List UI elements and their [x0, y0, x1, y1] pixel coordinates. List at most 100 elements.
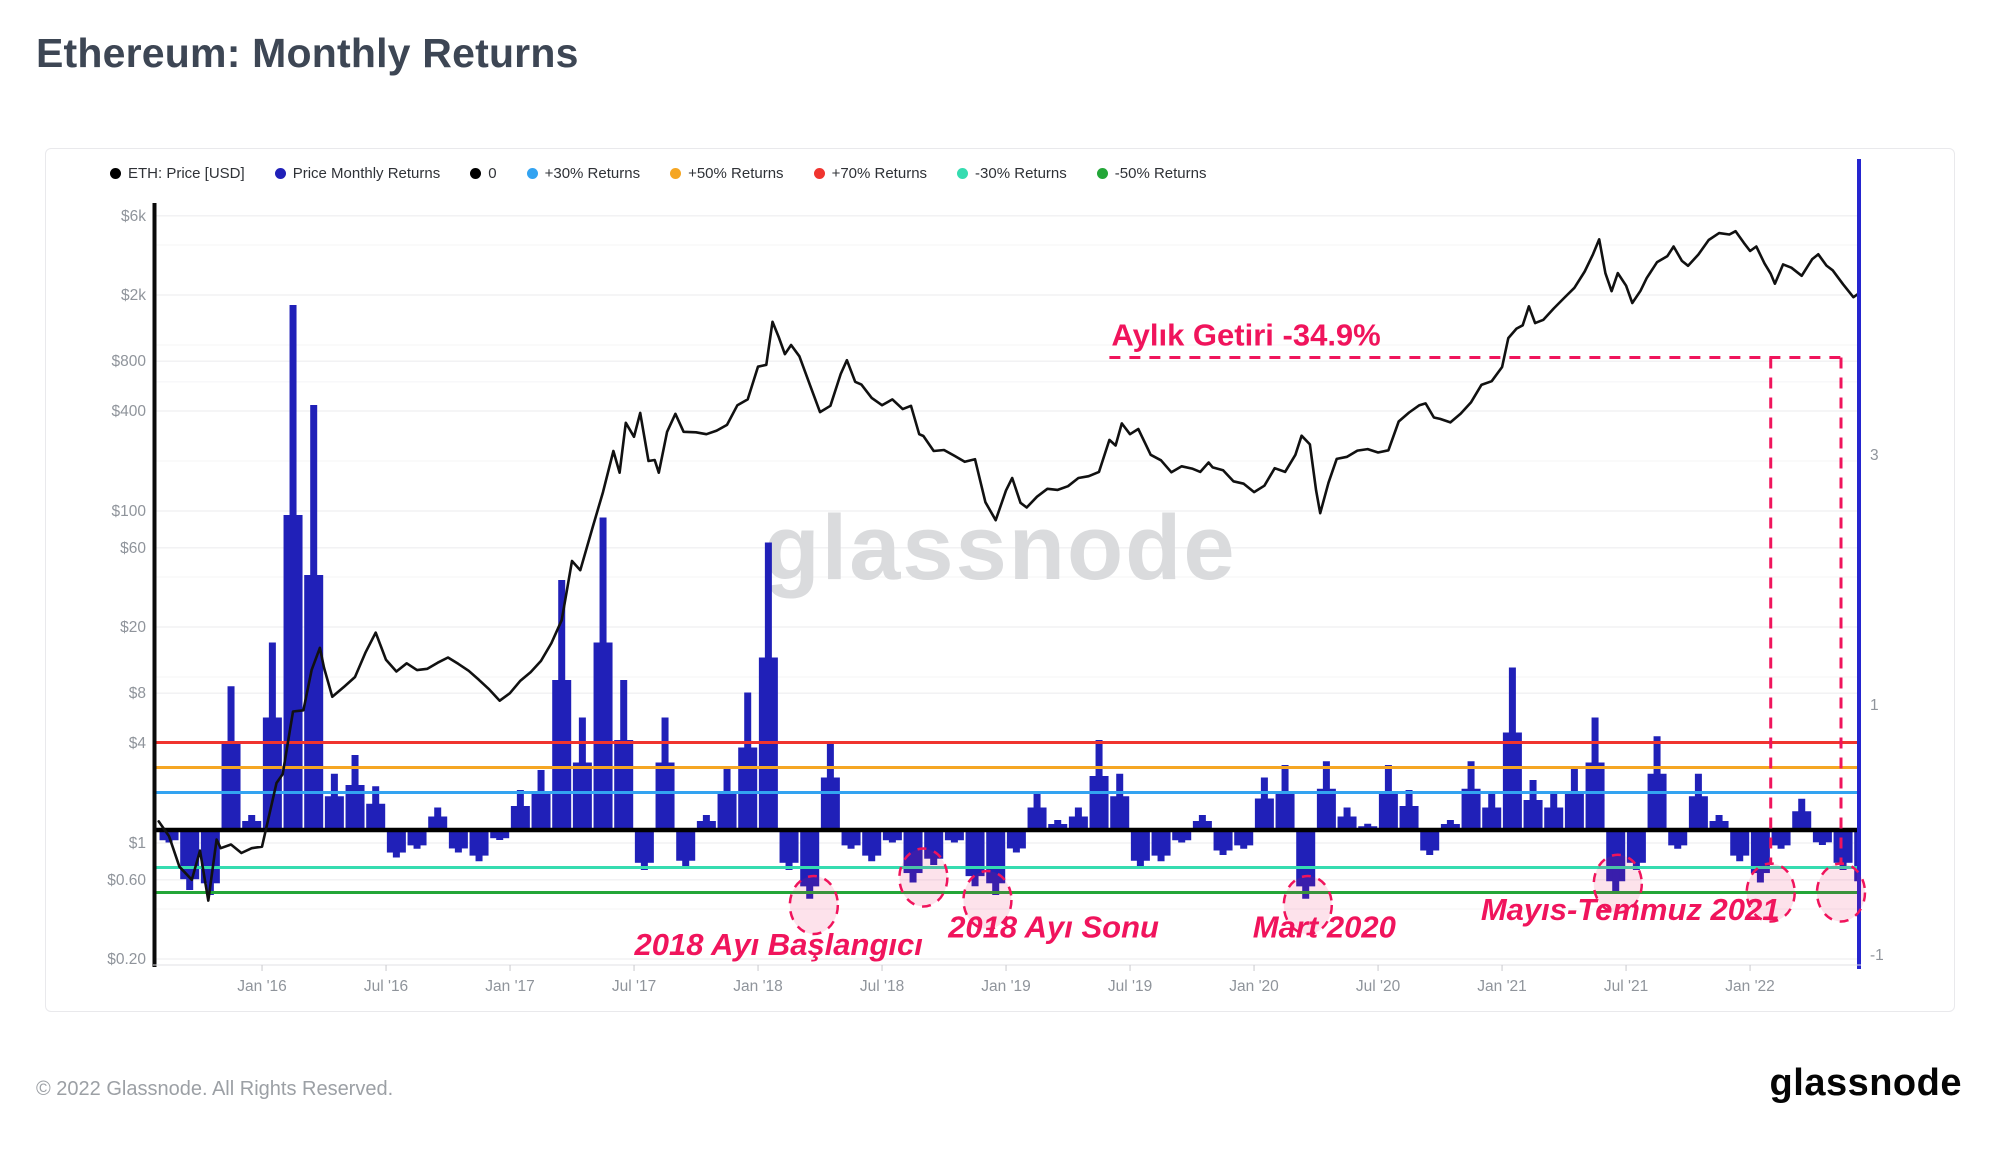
- bar: [702, 815, 710, 830]
- glassnode-logo: glassnode: [1769, 1062, 1962, 1104]
- bar: [1116, 773, 1124, 830]
- bar: [372, 786, 380, 830]
- x-axis-date-label: Jan '16: [237, 978, 287, 995]
- monthly-returns-bars: [159, 305, 1857, 899]
- x-axis-date-label: Jul '21: [1604, 978, 1648, 995]
- legend-item-1[interactable]: Price Monthly Returns: [274, 165, 441, 182]
- bar: [1798, 798, 1806, 830]
- event-label: 2018 Ayı Başlangıcı: [634, 927, 923, 962]
- dip-ellipse: [898, 847, 949, 908]
- gridlines: [155, 215, 1857, 960]
- legend-dot-icon: [470, 168, 482, 179]
- legend-item-label: +70% Returns: [831, 165, 928, 182]
- bar: [1818, 830, 1826, 845]
- legend-item-3[interactable]: +30% Returns: [526, 165, 641, 182]
- bar: [248, 815, 256, 830]
- y-axis-price-label: $4: [129, 735, 147, 752]
- bar: [1281, 765, 1289, 830]
- bar: [1405, 790, 1413, 830]
- legend-dot-icon: [274, 168, 286, 179]
- legend-dot-icon: [526, 168, 538, 179]
- eth-price-line: [157, 229, 1857, 902]
- legend-item-label: Price Monthly Returns: [292, 165, 441, 182]
- bar: [1694, 773, 1702, 830]
- bar: [1736, 830, 1744, 862]
- y-axis-price-label: $8: [129, 685, 146, 702]
- bar: [620, 680, 628, 830]
- y-axis-price-label: $0.20: [107, 951, 146, 968]
- bar: [558, 580, 566, 830]
- bar: [1756, 830, 1764, 883]
- bar: [537, 770, 545, 830]
- bar: [1632, 830, 1640, 870]
- legend-item-4[interactable]: +50% Returns: [670, 165, 784, 182]
- bar: [640, 830, 648, 870]
- bar: [1074, 807, 1082, 830]
- dip-ellipse: [1815, 862, 1867, 923]
- bar: [1674, 830, 1682, 849]
- legend-item-6[interactable]: -30% Returns: [957, 165, 1067, 182]
- bar: [1198, 815, 1206, 830]
- bar: [826, 742, 834, 830]
- legend-dot-icon: [670, 168, 682, 179]
- legend-item-label: -50% Returns: [1114, 165, 1207, 182]
- x-axis-date-label: Jan '17: [485, 978, 535, 995]
- bar: [1302, 830, 1310, 899]
- legend-item-2[interactable]: 0: [470, 165, 497, 182]
- x-axis-date-label: Jul '17: [612, 978, 656, 995]
- bar: [496, 830, 504, 840]
- bar: [1529, 780, 1537, 830]
- legend-dot-icon: [813, 168, 825, 179]
- dip-ellipse: [962, 869, 1013, 931]
- y-axis-price-label: $0.60: [107, 872, 146, 889]
- y-axis-price-label: $6k: [121, 208, 146, 225]
- dip-ellipse: [1592, 853, 1644, 914]
- page-title: Ethereum: Monthly Returns: [36, 30, 579, 76]
- bar: [785, 830, 793, 870]
- y-axis-price-label: $400: [112, 403, 147, 420]
- chart-card: ETH: Price [USD] Price Monthly Returns 0 +3…: [45, 148, 1955, 1012]
- legend-item-5[interactable]: +70% Returns: [813, 165, 928, 182]
- bar: [330, 773, 338, 830]
- bar: [1157, 830, 1165, 862]
- bar: [413, 830, 421, 849]
- x-axis-date-label: Jul '19: [1108, 978, 1152, 995]
- bar: [1322, 761, 1330, 830]
- bar: [950, 830, 958, 843]
- bar: [1467, 761, 1475, 830]
- bar: [1384, 765, 1392, 830]
- legend-item-label: +30% Returns: [544, 165, 641, 182]
- y-axis-price-label: $100: [112, 503, 147, 520]
- bar: [1136, 830, 1144, 868]
- event-label: Mart 2020: [1253, 910, 1396, 945]
- bar: [868, 830, 876, 862]
- legend-item-label: +50% Returns: [688, 165, 784, 182]
- returns-chart-canvas: glassnode$6k$2k$800$400$100$60$20$8$4$1$…: [107, 159, 1884, 995]
- bar: [764, 542, 772, 830]
- bar: [1777, 830, 1785, 849]
- bar: [1095, 740, 1103, 830]
- bar: [1591, 717, 1599, 830]
- bar: [661, 717, 669, 830]
- x-axis-date-label: Jan '19: [981, 978, 1031, 995]
- x-axis-date-label: Jan '22: [1725, 978, 1775, 995]
- right-axis-line: [1857, 159, 1861, 969]
- legend-item-0[interactable]: ETH: Price [USD]: [110, 165, 245, 182]
- bar: [1343, 807, 1351, 830]
- bar: [310, 405, 318, 830]
- bar: [1178, 830, 1186, 843]
- legend-dot-icon: [1096, 168, 1108, 179]
- bar: [1446, 820, 1454, 830]
- bar: [847, 830, 855, 849]
- bar: [1488, 792, 1496, 830]
- bar: [227, 686, 235, 830]
- bar: [1612, 830, 1620, 893]
- bar: [475, 830, 483, 862]
- annotations: Aylık Getiri -34.9% 2018 Ayı Başlangıcı 20…: [634, 318, 1867, 962]
- x-axis-date-label: Jan '21: [1477, 978, 1527, 995]
- dip-ellipse: [788, 874, 840, 936]
- y-axis-price-label: $2k: [121, 287, 146, 304]
- bar: [1550, 792, 1558, 830]
- bar: [268, 642, 276, 830]
- legend-item-7[interactable]: -50% Returns: [1096, 165, 1207, 182]
